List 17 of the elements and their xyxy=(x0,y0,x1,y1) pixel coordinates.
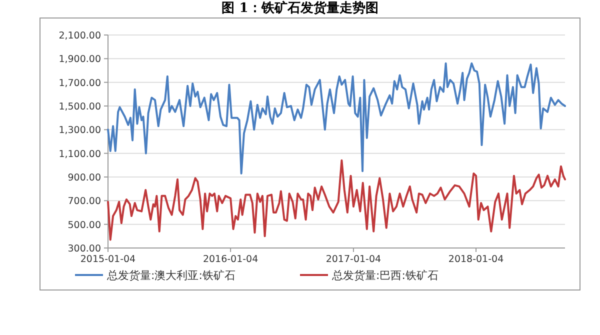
y-tick-label: 1,500.00 xyxy=(58,102,101,112)
y-tick-label: 1,100.00 xyxy=(58,148,101,160)
x-tick-label: 2016-01-04 xyxy=(202,254,258,265)
y-tick-label: 900.00 xyxy=(68,172,101,184)
y-tick-label: 300.00 xyxy=(68,244,101,254)
x-tick-label: 2018-01-04 xyxy=(448,254,504,265)
y-tick-label: 1,300.00 xyxy=(58,125,101,136)
x-tick-label: 2017-01-04 xyxy=(326,254,382,265)
y-tick-label: 700.00 xyxy=(68,196,101,208)
y-tick-label: 500.00 xyxy=(68,220,101,231)
x-tick-label: 2015-01-04 xyxy=(80,254,136,265)
y-tick-label: 2,100.00 xyxy=(58,30,101,42)
y-tick-label: 1,900.00 xyxy=(58,54,101,66)
legend-label: 总发货量:澳大利亚:铁矿石 xyxy=(106,269,236,282)
legend-label: 总发货量:巴西:铁矿石 xyxy=(331,269,438,282)
title: 图 1：铁矿石发货量走势图 xyxy=(222,1,378,16)
y-tick-label: 1,700.00 xyxy=(58,78,101,89)
